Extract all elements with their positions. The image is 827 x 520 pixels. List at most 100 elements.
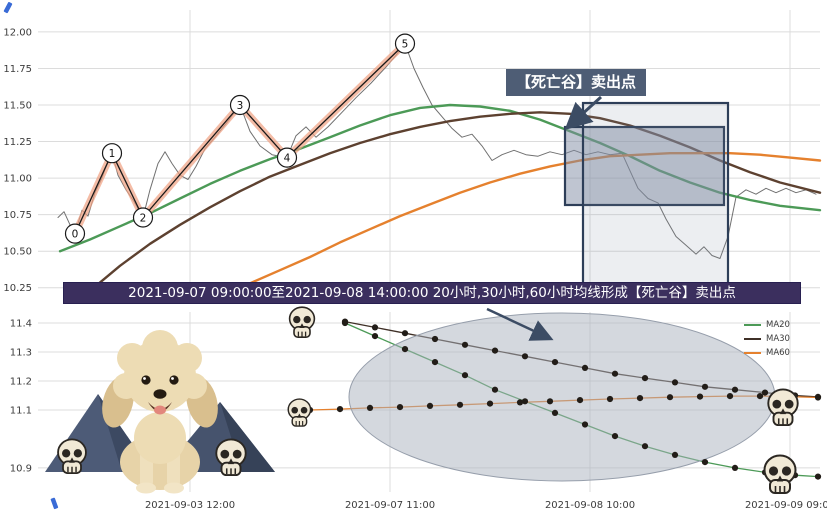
skull-icon [57,438,87,475]
data-dot [516,399,524,406]
chart-layer: 12.0011.7511.5011.2511.0010.7510.5010.25… [3,10,827,511]
data-dot [581,364,589,371]
skull-icon [287,398,312,427]
data-dot [611,370,619,377]
dog-scene [45,330,275,494]
y-tick-label: 10.9 [10,463,32,474]
y-tick-label: 11.3 [10,348,32,359]
data-dot [341,318,349,325]
legend: MA20 MA30 MA60 [744,320,790,358]
y-tick-label: 12.00 [3,27,32,38]
zigzag-point-label: 5 [402,38,409,50]
zigzag-point-label: 2 [140,212,147,224]
skull-icon [215,438,247,476]
data-dot [641,375,649,382]
callout-arrow [564,95,603,131]
death-valley-region [563,125,726,207]
top-ma60-line [220,152,822,294]
y-tick-label: 11.2 [10,377,32,388]
data-dot [486,400,494,407]
data-dot [576,397,584,404]
data-dot [814,394,822,401]
blue-artifact-mark [3,1,13,14]
data-dot [814,473,822,480]
death-valley-region [581,101,730,290]
mountain-shade [220,402,275,472]
zigzag-point-label: 1 [109,148,116,160]
zigzag-point-label: 3 [237,100,244,112]
x-tick-label: 2021-09-08 10:00 [545,500,635,511]
data-dot [731,386,739,393]
zigzag-point-marker [229,94,251,116]
decorations-layer [3,1,799,510]
legend-item-ma20: MA20 [744,320,790,330]
zigzag-line [74,43,406,234]
data-dot [666,394,674,401]
data-dot [581,421,589,428]
data-dot [371,333,379,340]
x-tick-label: 2021-09-09 09:00 [745,500,827,511]
data-dot [461,372,469,379]
data-dot [636,395,644,402]
banner-arrow [486,307,554,341]
data-dot [371,324,379,331]
zigzag-point-marker [276,147,298,168]
skull-icon [767,388,799,426]
summary-banner: 2021-09-07 09:00:00至2021-09-08 14:00:00 … [63,282,801,304]
data-dot [456,401,464,408]
y-tick-label: 11.75 [3,64,32,75]
data-dot [611,433,619,440]
blue-artifact-mark [50,497,59,510]
legend-item-ma30: MA30 [744,334,790,344]
data-dot [521,398,529,405]
data-dot [431,335,439,343]
data-dot [551,409,559,416]
x-tick-label: 2021-09-07 11:00 [345,500,435,511]
legend-item-ma60: MA60 [744,348,790,358]
overlay-layer [486,95,603,341]
legend-swatch-ma30 [744,338,761,340]
zigzag-point-label: 4 [284,152,291,164]
data-dot [426,402,434,409]
legend-swatch-ma60 [744,352,761,354]
data-dot [401,346,409,353]
data-dot [366,404,374,411]
legend-label-ma60: MA60 [766,348,790,358]
zigzag-point-label: 0 [72,228,79,240]
y-tick-label: 11.4 [10,319,32,330]
death-valley-ellipse [348,312,776,482]
data-dot [431,359,439,366]
zigzag-highlight [71,40,409,238]
data-dot [491,347,499,354]
x-tick-label: 2021-09-03 12:00 [145,500,235,511]
y-tick-label: 11.50 [3,101,32,112]
data-dot [336,406,344,413]
data-dot [701,459,709,466]
y-tick-label: 10.25 [3,283,32,294]
data-dot [671,451,679,458]
y-tick-label: 10.50 [3,247,32,258]
data-dot [396,404,404,411]
data-dot [401,330,409,337]
data-dot [701,383,709,390]
skull-icon [288,306,316,339]
y-tick-label: 11.1 [10,406,32,417]
zigzag-point-marker [132,207,154,228]
data-dot [696,393,704,400]
data-dot [521,353,529,360]
skull-icon [763,454,797,494]
data-dot [761,389,769,396]
data-dot [671,379,679,386]
legend-label-ma20: MA20 [766,320,790,330]
legend-swatch-ma20 [744,324,761,326]
y-tick-label: 11.00 [3,174,32,185]
y-tick-label: 10.75 [3,210,32,221]
data-dot [641,443,649,450]
zigzag-point-marker [64,223,86,244]
y-tick-label: 11.25 [3,137,32,148]
poodle-dog-image [102,330,218,494]
zigzag-point-marker [101,143,123,164]
data-dot [606,395,614,403]
